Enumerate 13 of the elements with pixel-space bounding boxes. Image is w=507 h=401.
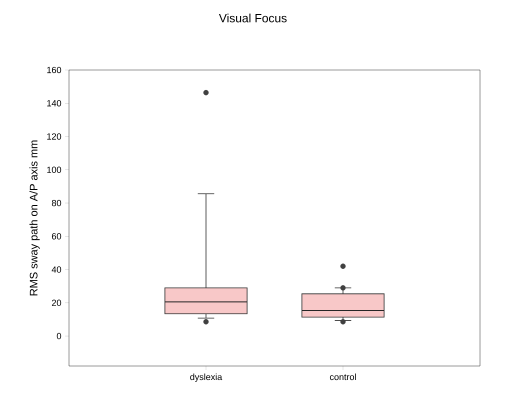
y-tick-label: 60 <box>52 233 62 240</box>
y-tick-label: 20 <box>52 300 62 306</box>
x-tick-label: dyslexia <box>190 374 222 382</box>
x-tick-label: control <box>330 374 356 380</box>
y-tick-label: 160 <box>47 66 62 74</box>
y-tick-label: 40 <box>52 266 62 273</box>
y-axis-title: RMS sway path on A/P axis mm <box>29 140 40 296</box>
y-tick-label: 80 <box>52 200 62 206</box>
y-tick-label: 140 <box>47 100 62 106</box>
y-tick-label: 100 <box>47 166 62 173</box>
y-tick-label: 0 <box>56 332 62 340</box>
chart-title: Visual Focus <box>218 14 287 22</box>
y-tick-label: 120 <box>47 133 62 140</box>
